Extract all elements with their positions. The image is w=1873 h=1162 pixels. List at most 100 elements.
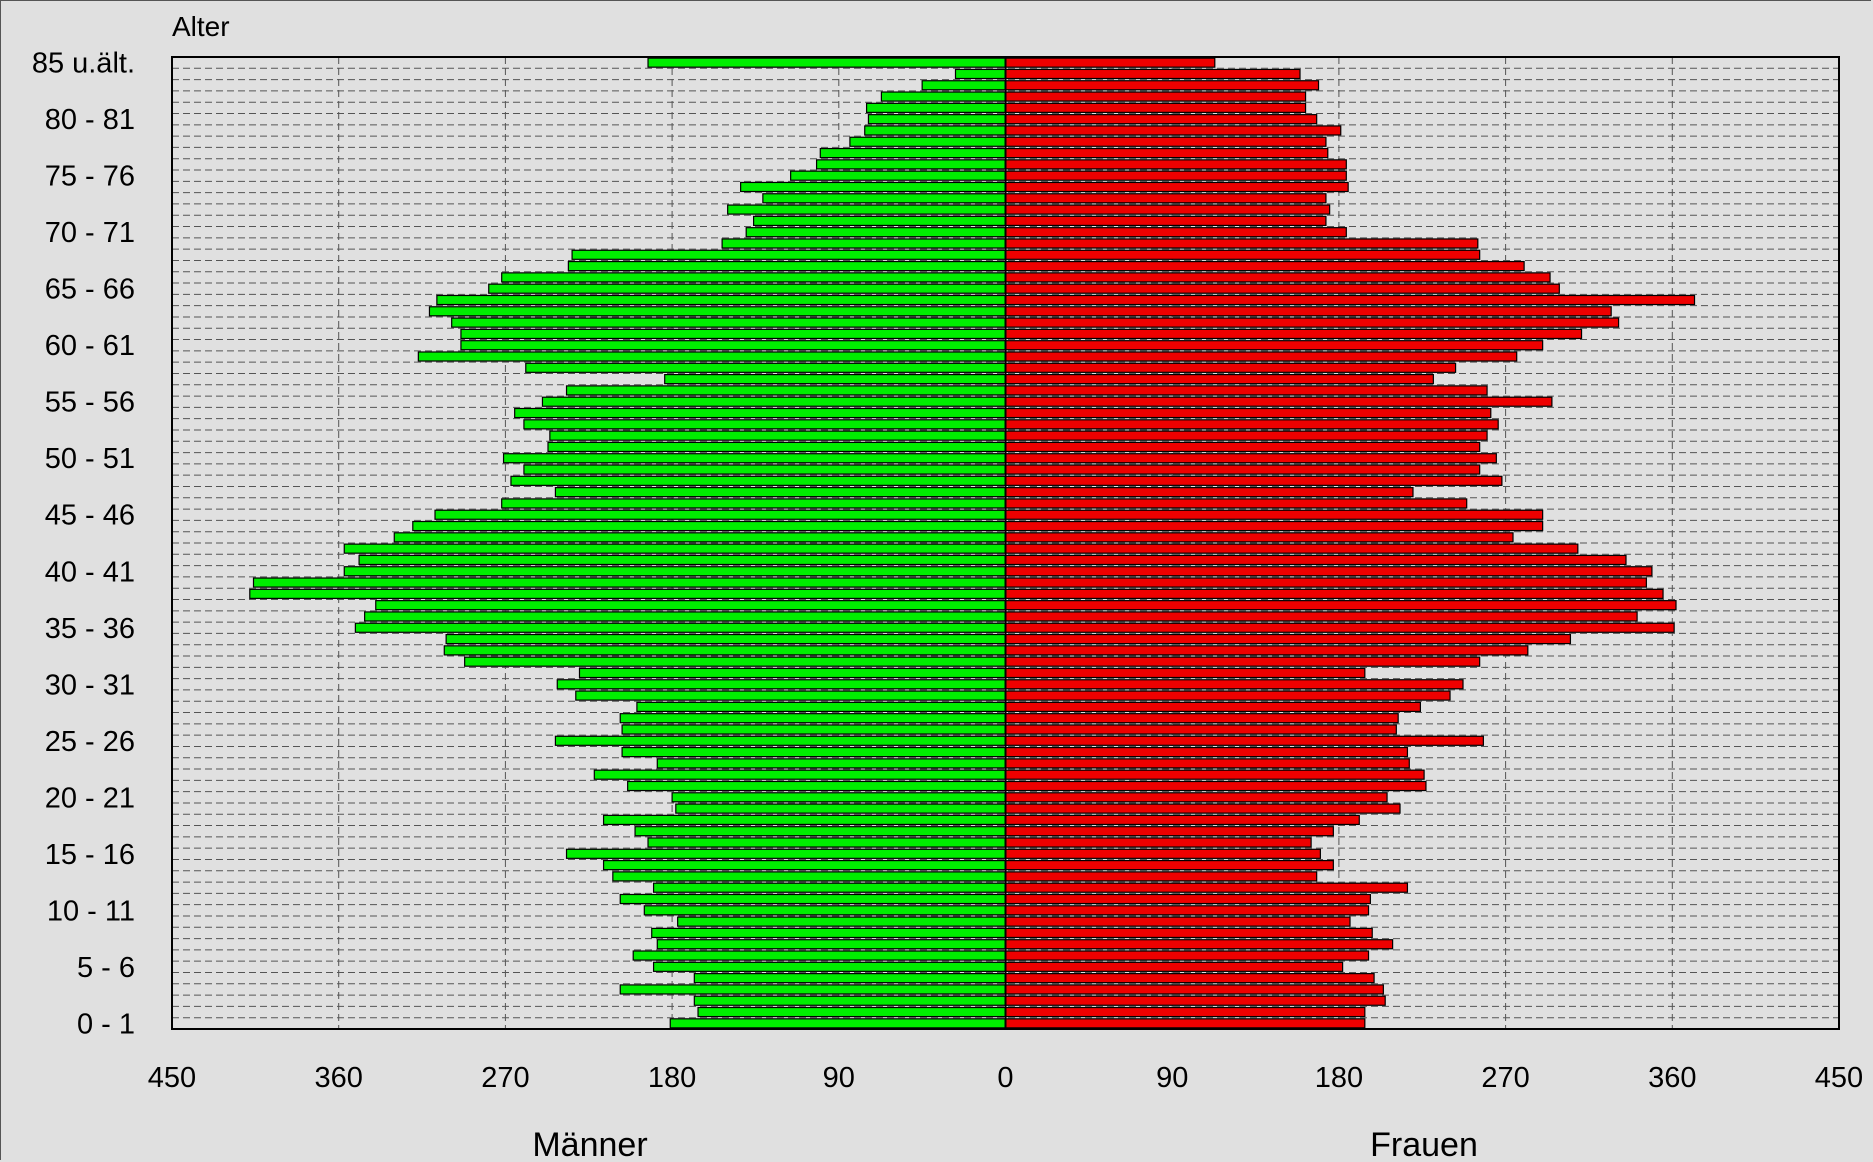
x-axis-title-left: Männer — [532, 1126, 647, 1162]
bar-maenner-age-82 — [880, 91, 1007, 102]
bar-frauen-age-2 — [1004, 995, 1386, 1006]
bar-frauen-age-24 — [1004, 746, 1409, 758]
bar-maenner-age-57 — [664, 373, 1007, 385]
bar-frauen-age-59 — [1004, 351, 1518, 362]
bar-frauen-age-50 — [1004, 453, 1497, 464]
y-tick-label: 60 - 61 — [45, 330, 135, 362]
bar-frauen-age-78 — [1004, 136, 1327, 147]
bar-frauen-age-47 — [1004, 487, 1414, 498]
bar-frauen-age-72 — [1004, 204, 1331, 215]
bar-maenner-age-43 — [393, 532, 1007, 543]
bar-frauen-age-58 — [1004, 362, 1457, 373]
y-tick-label: 25 - 26 — [45, 726, 135, 758]
bar-maenner-age-55 — [541, 396, 1007, 407]
bar-maenner-age-68 — [571, 249, 1007, 260]
bar-maenner-age-23 — [656, 758, 1007, 769]
bar-maenner-age-14 — [602, 859, 1007, 871]
y-tick-label: 15 - 16 — [45, 839, 135, 871]
bar-frauen-age-57 — [1004, 373, 1434, 385]
bar-maenner-age-7 — [656, 939, 1007, 950]
bar-frauen-age-79 — [1004, 125, 1342, 136]
bar-maenner-age-31 — [578, 667, 1007, 679]
bar-frauen-age-4 — [1004, 973, 1375, 984]
bar-maenner-age-36 — [364, 611, 1007, 622]
bar-maenner-age-44 — [412, 520, 1007, 532]
bar-maenner-age-52 — [549, 430, 1007, 441]
bar-maenner-age-16 — [647, 837, 1007, 848]
bar-frauen-age-85 — [1004, 57, 1216, 68]
bar-frauen-age-77 — [1004, 147, 1329, 159]
y-tick-label: 45 - 46 — [45, 500, 135, 532]
bar-frauen-age-81 — [1004, 102, 1307, 113]
bar-maenner-age-20 — [671, 792, 1007, 803]
bar-maenner-age-15 — [565, 848, 1007, 859]
bar-frauen-age-67 — [1004, 260, 1525, 272]
bar-maenner-age-3 — [619, 984, 1007, 995]
bar-frauen-age-29 — [1004, 690, 1451, 701]
bar-frauen-age-8 — [1004, 927, 1373, 939]
bar-frauen-age-48 — [1004, 475, 1503, 486]
bar-frauen-age-5 — [1004, 961, 1344, 972]
bar-frauen-age-66 — [1004, 272, 1551, 283]
bar-frauen-age-19 — [1004, 803, 1401, 814]
bar-maenner-age-10 — [643, 905, 1007, 916]
bar-maenner-age-22 — [593, 769, 1007, 780]
bar-frauen-age-55 — [1004, 396, 1553, 407]
bar-frauen-age-26 — [1004, 724, 1397, 735]
bars-maenner — [249, 57, 1007, 1029]
bar-maenner-age-45 — [434, 509, 1007, 520]
bar-frauen-age-80 — [1004, 114, 1318, 125]
bar-maenner-age-40 — [343, 566, 1007, 577]
bar-frauen-age-12 — [1004, 882, 1409, 893]
y-tick-label: 5 - 6 — [77, 952, 135, 984]
bar-maenner-age-59 — [417, 351, 1007, 362]
bar-frauen-age-69 — [1004, 238, 1479, 249]
bar-frauen-age-38 — [1004, 588, 1664, 599]
bar-maenner-age-41 — [358, 554, 1007, 566]
bar-frauen-age-18 — [1004, 814, 1360, 826]
bar-maenner-age-58 — [525, 362, 1007, 373]
bar-maenner-age-46 — [501, 498, 1007, 509]
bar-maenner-age-66 — [501, 272, 1007, 283]
bar-maenner-age-84 — [954, 68, 1007, 80]
bar-frauen-age-44 — [1004, 520, 1544, 532]
bar-maenner-age-34 — [445, 633, 1007, 645]
bar-maenner-age-85 — [647, 57, 1007, 68]
bar-frauen-age-43 — [1004, 532, 1514, 543]
bar-frauen-age-1 — [1004, 1006, 1366, 1018]
bar-frauen-age-35 — [1004, 622, 1675, 633]
bar-maenner-age-38 — [249, 588, 1007, 599]
bar-frauen-age-32 — [1004, 656, 1481, 667]
bar-frauen-age-40 — [1004, 566, 1653, 577]
x-tick-label: 450 — [1815, 1062, 1863, 1094]
bar-frauen-age-36 — [1004, 611, 1638, 622]
bar-maenner-age-49 — [523, 464, 1007, 475]
bar-frauen-age-41 — [1004, 554, 1627, 566]
bar-maenner-age-27 — [619, 713, 1007, 724]
x-tick-label: 270 — [481, 1062, 529, 1094]
bar-frauen-age-61 — [1004, 328, 1583, 340]
bar-maenner-age-47 — [554, 487, 1007, 498]
bar-maenner-age-64 — [436, 294, 1007, 306]
bar-maenner-age-9 — [677, 916, 1007, 927]
bar-maenner-age-25 — [554, 735, 1007, 746]
bar-maenner-age-83 — [921, 80, 1007, 91]
bar-frauen-age-42 — [1004, 543, 1579, 554]
bar-maenner-age-51 — [547, 441, 1007, 453]
bar-frauen-age-10 — [1004, 905, 1370, 916]
bar-maenner-age-79 — [864, 125, 1007, 136]
bar-maenner-age-30 — [556, 679, 1007, 690]
bar-frauen-age-65 — [1004, 283, 1560, 294]
bar-frauen-age-16 — [1004, 837, 1312, 848]
bar-maenner-age-65 — [488, 283, 1007, 294]
y-tick-label: 85 u.ält. — [32, 48, 135, 80]
bar-maenner-age-76 — [815, 159, 1007, 170]
bar-maenner-age-50 — [502, 453, 1007, 464]
bar-frauen-age-28 — [1004, 701, 1421, 713]
bar-maenner-age-56 — [565, 385, 1007, 396]
bar-maenner-age-35 — [354, 622, 1007, 633]
bar-maenner-age-33 — [443, 645, 1007, 656]
bar-maenner-age-6 — [632, 950, 1007, 961]
bar-maenner-age-19 — [675, 803, 1007, 814]
bar-frauen-age-27 — [1004, 713, 1399, 724]
